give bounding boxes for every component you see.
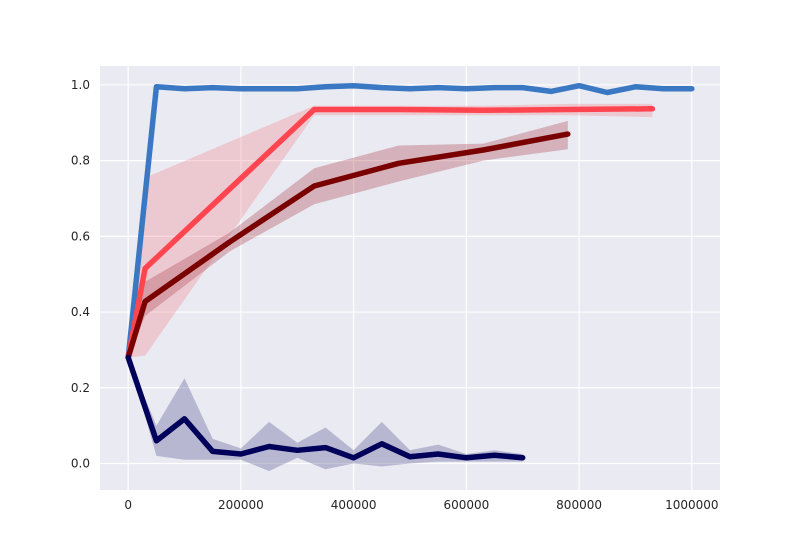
series-lines xyxy=(125,82,695,461)
y-tick-label: 0.4 xyxy=(71,305,90,319)
series-2-band xyxy=(128,103,653,358)
series-1-line xyxy=(125,82,695,361)
x-tick-label: 600000 xyxy=(443,498,489,512)
y-tick-label: 0.6 xyxy=(71,229,90,243)
y-axis-ticks: 0.0 0.2 0.4 0.6 0.8 1.0 xyxy=(71,78,90,471)
y-tick-label: 0.8 xyxy=(71,154,90,168)
x-tick-label: 800000 xyxy=(556,498,602,512)
series-4-line xyxy=(125,354,526,461)
x-tick-label: 0 xyxy=(124,498,132,512)
x-tick-label: 1000000 xyxy=(665,498,718,512)
y-tick-label: 0.0 xyxy=(71,457,90,471)
y-tick-label: 0.2 xyxy=(71,381,90,395)
plot-background xyxy=(100,66,720,490)
y-tick-label: 1.0 xyxy=(71,78,90,92)
x-tick-label: 200000 xyxy=(218,498,264,512)
x-tick-label: 400000 xyxy=(331,498,377,512)
series-3-line xyxy=(125,131,571,361)
x-axis-ticks: 0 200000 400000 600000 800000 1000000 xyxy=(124,498,718,512)
series-2-line xyxy=(125,106,656,361)
